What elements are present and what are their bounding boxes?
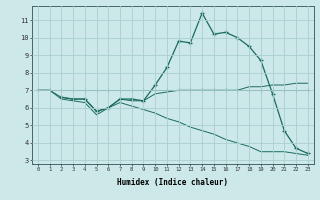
X-axis label: Humidex (Indice chaleur): Humidex (Indice chaleur) xyxy=(117,178,228,187)
